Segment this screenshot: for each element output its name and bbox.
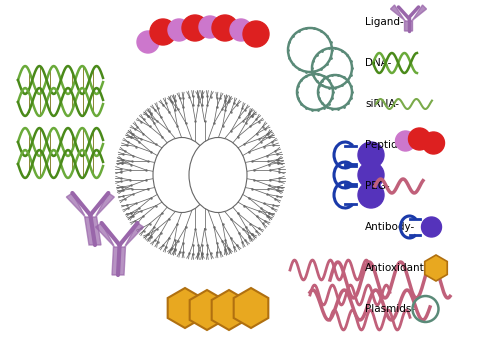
Circle shape [150, 19, 176, 45]
Circle shape [358, 142, 384, 168]
Circle shape [182, 15, 208, 41]
Circle shape [396, 131, 415, 151]
Circle shape [212, 15, 238, 41]
Text: Peptides-: Peptides- [365, 140, 413, 150]
Circle shape [422, 217, 442, 237]
Text: Ligand-: Ligand- [365, 17, 404, 27]
Polygon shape [66, 193, 114, 245]
Ellipse shape [189, 138, 247, 212]
Text: Antioxidant-: Antioxidant- [365, 263, 428, 273]
Text: DNA-: DNA- [365, 58, 392, 68]
Ellipse shape [153, 138, 211, 212]
Circle shape [358, 182, 384, 208]
Polygon shape [390, 5, 426, 31]
Circle shape [137, 31, 159, 53]
Circle shape [199, 16, 221, 38]
Text: Plasmids-: Plasmids- [365, 304, 415, 314]
Circle shape [422, 132, 444, 154]
Text: siRNA-: siRNA- [365, 99, 399, 109]
Circle shape [408, 128, 430, 150]
Text: PEG-: PEG- [365, 181, 390, 191]
Circle shape [230, 19, 252, 41]
Polygon shape [96, 223, 144, 275]
Text: Antibody-: Antibody- [365, 222, 415, 232]
Circle shape [358, 162, 384, 188]
Circle shape [168, 19, 190, 41]
Circle shape [243, 21, 269, 47]
